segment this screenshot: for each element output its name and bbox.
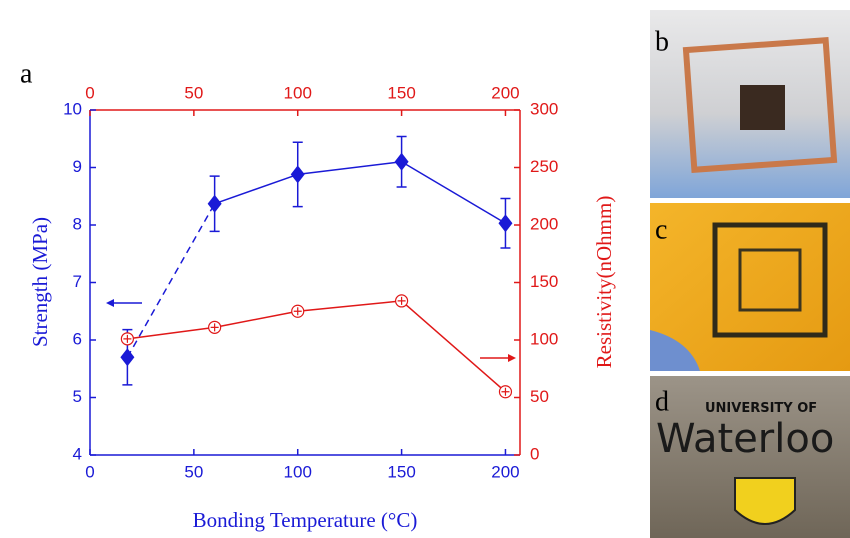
- y-tick-label: 6: [73, 329, 82, 348]
- x2-tick-label: 150: [387, 83, 415, 102]
- y2-tick-label: 250: [530, 157, 558, 176]
- arrow-right: [480, 354, 516, 362]
- photo-text: Waterloo: [656, 416, 834, 462]
- photo-c: c: [650, 203, 850, 371]
- marker: [207, 194, 222, 213]
- x2-tick-label: 200: [491, 83, 519, 102]
- y2-tick-label: 50: [530, 387, 549, 406]
- photo-label: c: [655, 214, 667, 245]
- marker: [208, 320, 222, 334]
- line-segment: [214, 173, 298, 205]
- x-tick-label: 0: [85, 462, 94, 481]
- photo-label: b: [655, 26, 669, 57]
- y2-tick-label: 200: [530, 214, 558, 233]
- y2-tick-label: 0: [530, 444, 539, 463]
- y2-tick-label: 300: [530, 99, 558, 118]
- y-tick-label: 9: [73, 157, 82, 176]
- marker: [394, 294, 409, 308]
- y2-tick-label: 150: [530, 272, 558, 291]
- marker: [290, 165, 305, 184]
- y-tick-label: 4: [73, 444, 82, 463]
- x-tick-label: 200: [491, 462, 519, 481]
- x-tick-label: 150: [387, 462, 415, 481]
- photo-label: d: [655, 386, 669, 417]
- arrow-left: [106, 299, 142, 307]
- panel-label: a: [20, 58, 33, 89]
- line-segment: [214, 310, 298, 329]
- y2-tick-label: 100: [530, 329, 558, 348]
- x2-tick-label: 0: [85, 83, 94, 102]
- y-tick-label: 5: [73, 387, 82, 406]
- marker: [120, 332, 134, 346]
- line-segment: [401, 161, 506, 224]
- y-tick-label: 7: [73, 272, 82, 291]
- line-segment: [297, 300, 402, 312]
- line-segment: [126, 203, 216, 358]
- line-segment: [297, 161, 402, 176]
- y2-axis-title: Resistivity(nOhmm): [592, 196, 616, 369]
- x-axis-title: Bonding Temperature (°C): [193, 508, 418, 532]
- photo-text: UNIVERSITY OF: [705, 401, 817, 416]
- photo-b: b: [650, 10, 850, 198]
- x2-tick-label: 50: [184, 83, 203, 102]
- y-tick-label: 8: [73, 214, 82, 233]
- x-tick-label: 100: [284, 462, 312, 481]
- y-tick-label: 10: [63, 99, 82, 118]
- marker: [498, 214, 513, 233]
- line-segment: [127, 326, 215, 340]
- marker: [498, 385, 513, 399]
- marker: [120, 348, 135, 367]
- marker: [394, 152, 409, 171]
- y-axis-title: Strength (MPa): [28, 217, 52, 347]
- x-tick-label: 50: [184, 462, 203, 481]
- photo-d: UNIVERSITY OF Waterloo d: [650, 376, 850, 538]
- line-segment: [401, 300, 506, 393]
- marker: [291, 304, 305, 318]
- x2-tick-label: 100: [284, 83, 312, 102]
